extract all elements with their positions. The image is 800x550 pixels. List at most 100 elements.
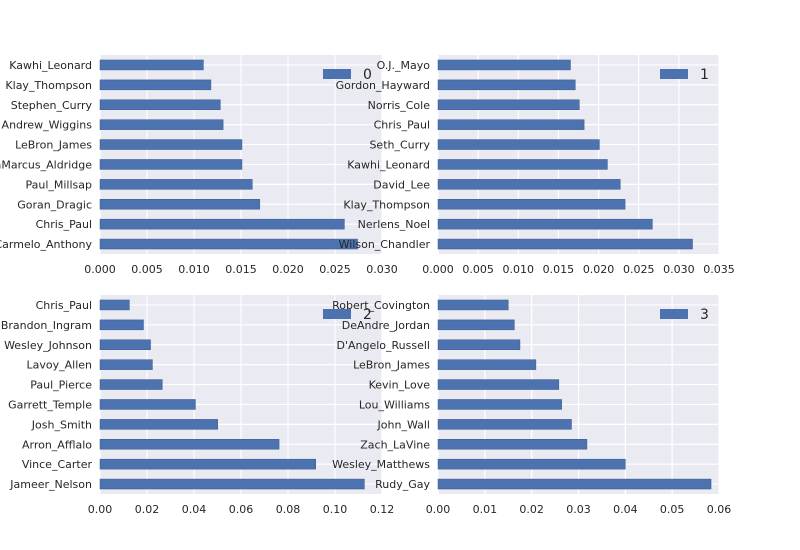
x-tick-label: 0.035 (703, 263, 735, 276)
bar (99, 299, 130, 311)
x-tick-label: 0.020 (583, 263, 615, 276)
x-tick-label: 0.025 (623, 263, 655, 276)
x-tick-label: 0.020 (272, 263, 304, 276)
subplot-2: 0.00 0.02 0.04 0.06 0.08 0.10 0.12 Jameer_Nelso… (1, 295, 394, 516)
x-tick-label: 0.015 (225, 263, 257, 276)
x-tick-label: 0.005 (131, 263, 163, 276)
category-label: LeBron_James (15, 139, 92, 152)
x-tick-label: 0.010 (503, 263, 535, 276)
legend-label: 1 (700, 67, 709, 83)
legend-swatch (323, 309, 351, 319)
category-label: Carmelo_Anthony (0, 238, 92, 251)
bar (99, 339, 151, 350)
x-tick-label: 0.005 (462, 263, 494, 276)
category-label: Arron_Afflalo (22, 438, 92, 451)
category-label: D'Angelo_Russell (337, 339, 431, 352)
bar (437, 359, 537, 370)
category-label: David_Lee (373, 178, 430, 191)
legend-swatch (323, 69, 351, 79)
category-label: Vince_Carter (22, 458, 93, 471)
bar (99, 419, 218, 430)
x-tick-label: 0.030 (663, 263, 695, 276)
legend-label: 3 (700, 307, 709, 323)
category-label: Wesley_Matthews (332, 458, 430, 471)
category-label: Chris_Paul (36, 218, 92, 231)
category-label: Robert_Covington (332, 299, 430, 312)
bar (437, 419, 572, 430)
x-tick-label: 0.01 (473, 503, 498, 516)
x-tick-label: 0.08 (276, 503, 301, 516)
x-tick-label: 0.030 (366, 263, 398, 276)
x-tick-label: 0.04 (182, 503, 207, 516)
bar (437, 339, 521, 350)
bar (99, 99, 221, 110)
bar (437, 179, 621, 190)
category-label: Norris_Cole (368, 99, 431, 112)
category-label: Wesley_Johnson (4, 339, 92, 352)
legend-label: 2 (363, 307, 372, 323)
category-label: Goran_Dragic (17, 198, 92, 211)
bar (99, 139, 243, 150)
bar (99, 119, 224, 130)
bar (437, 238, 693, 250)
bar (99, 439, 280, 450)
category-label: Klay_Thompson (343, 198, 430, 211)
category-label: Rudy_Gay (375, 478, 430, 491)
subplot-3: 0.00 0.01 0.02 0.03 0.04 0.05 0.06 Rudy_Gay Wesl… (332, 295, 731, 516)
x-tick-label: 0.02 (519, 503, 544, 516)
category-label: Nerlens_Noel (358, 218, 430, 231)
category-label: Lavoy_Allen (27, 359, 93, 372)
bar (437, 399, 562, 410)
category-label: Chris_Paul (36, 299, 92, 312)
legend-label: 0 (363, 67, 372, 83)
bar (437, 79, 576, 91)
category-label: Jameer_Nelson (9, 478, 92, 491)
x-tick-label: 0.04 (613, 503, 638, 516)
x-tick-label: 0.010 (178, 263, 210, 276)
bar (437, 439, 588, 450)
category-label: Paul_Millsap (25, 178, 92, 191)
category-label: Kawhi_Leonard (9, 59, 92, 72)
bar (437, 99, 580, 110)
category-label: LaMarcus_Aldridge (0, 158, 92, 171)
bar (99, 159, 243, 170)
legend-swatch (660, 309, 688, 319)
x-tick-label: 0.12 (370, 503, 395, 516)
category-label: Lou_Williams (359, 398, 430, 411)
category-label: Gordon_Hayward (336, 79, 430, 92)
subplot-1: 0.000 0.005 0.010 0.015 0.020 0.025 0.030 0.035… (336, 55, 735, 276)
bar (99, 478, 365, 490)
category-label: Stephen_Curry (11, 99, 93, 112)
bar (99, 79, 212, 91)
bar (437, 319, 515, 331)
bar (99, 399, 196, 410)
category-label: Garrett_Temple (8, 398, 92, 411)
bar (437, 458, 626, 470)
bar (437, 139, 600, 150)
bar (99, 59, 204, 71)
bar (99, 238, 358, 250)
category-label: Josh_Smith (31, 418, 92, 431)
bar (99, 359, 153, 370)
category-label: Paul_Pierce (30, 379, 92, 392)
x-tick-label: 0.03 (566, 503, 591, 516)
category-label: DeAndre_Jordan (342, 319, 430, 332)
bar (99, 379, 163, 390)
subplot-0: 0.000 0.005 0.010 0.015 0.020 0.025 0.030 Carme… (0, 55, 398, 276)
bar (437, 199, 626, 210)
category-label: John_Wall (377, 418, 430, 431)
x-tick-label: 0.025 (319, 263, 351, 276)
x-tick-label: 0.015 (543, 263, 575, 276)
bar (99, 218, 345, 230)
x-tick-label: 0.05 (660, 503, 685, 516)
category-label: O.J._Mayo (377, 59, 431, 72)
bar (437, 218, 653, 230)
category-label: Chris_Paul (374, 119, 430, 132)
x-tick-label: 0.06 (707, 503, 732, 516)
x-tick-label: 0.00 (426, 503, 451, 516)
bar (437, 59, 571, 71)
bar (99, 179, 253, 190)
bar (99, 199, 261, 210)
bar (437, 119, 585, 130)
